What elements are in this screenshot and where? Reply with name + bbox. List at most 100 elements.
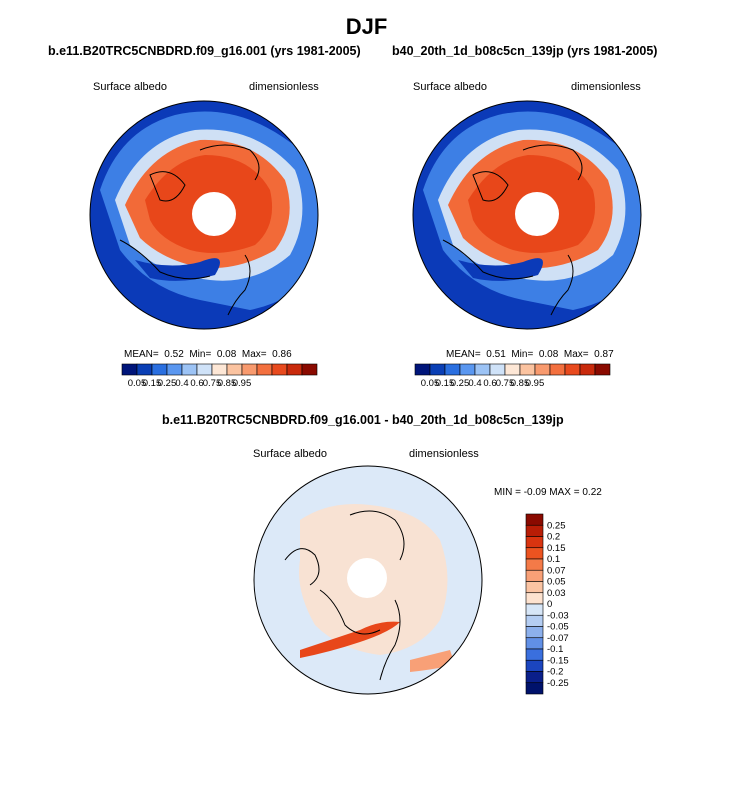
cbar1-tick-label: 0.4 bbox=[175, 378, 188, 389]
map1-ice-high bbox=[145, 155, 273, 254]
cbar3-swatch bbox=[525, 547, 544, 560]
cbar1-swatch bbox=[256, 363, 273, 376]
cbar1-tick-label: 0.6 bbox=[190, 378, 203, 389]
map2-border bbox=[412, 100, 642, 330]
cbar1-tick-label: 0.25 bbox=[158, 378, 177, 389]
cbar1-swatch bbox=[121, 363, 138, 376]
cbar2-tick-label: 0.85 bbox=[511, 378, 530, 389]
cbar1-swatch bbox=[271, 363, 288, 376]
cbar3-swatch bbox=[525, 682, 544, 695]
panel-1-units: dimensionless bbox=[249, 81, 319, 93]
cbar3-tick-label: 0.25 bbox=[547, 520, 566, 531]
cbar3-tick-label: 0 bbox=[547, 599, 552, 610]
map2-ice-mid bbox=[448, 139, 613, 269]
map2-coastlines bbox=[442, 144, 583, 316]
cbar2-tick-label: 0.25 bbox=[451, 378, 470, 389]
cbar1-swatch bbox=[136, 363, 153, 376]
cbar3-tick-label: -0.03 bbox=[547, 610, 569, 621]
cbar3-swatch bbox=[525, 626, 544, 639]
colorbar-panel-1: 0.050.150.25 0.4 0.6 0.750.850.95 bbox=[121, 363, 318, 389]
colorbar-panel-2: 0.050.150.25 0.4 0.6 0.750.850.95 bbox=[414, 363, 611, 389]
map3-positive-region bbox=[299, 504, 448, 655]
cbar2-tick-label: 0.6 bbox=[483, 378, 496, 389]
cbar3-swatch bbox=[525, 637, 544, 650]
cbar2-swatch bbox=[534, 363, 551, 376]
cbar3-tick-label: 0.1 bbox=[547, 554, 560, 565]
cbar1-swatch bbox=[286, 363, 303, 376]
cbar2-tick-label: 0.95 bbox=[526, 378, 545, 389]
figure-title: DJF bbox=[345, 14, 388, 39]
panel-2-units: dimensionless bbox=[571, 81, 641, 93]
cbar1-swatch bbox=[151, 363, 168, 376]
cbar2-swatch bbox=[414, 363, 431, 376]
cbar2-swatch bbox=[579, 363, 596, 376]
map2-mid-band bbox=[423, 111, 641, 310]
map2-ice-high bbox=[468, 155, 596, 254]
cbar1-swatch bbox=[181, 363, 198, 376]
cbar1-swatch bbox=[166, 363, 183, 376]
cbar2-tick-label: 0.75 bbox=[496, 378, 515, 389]
map3-positive-patch bbox=[410, 650, 455, 672]
cbar3-tick-label: -0.25 bbox=[547, 678, 569, 689]
cbar3-swatch bbox=[525, 513, 544, 526]
cbar3-swatch bbox=[525, 603, 544, 616]
cbar3-tick-label: 0.07 bbox=[547, 565, 566, 576]
panel-2-case-title: b40_20th_1d_b08c5cn_139jp (yrs 1981-2005… bbox=[392, 44, 658, 58]
map3-pole-hole bbox=[347, 558, 387, 598]
map2-transition bbox=[438, 129, 626, 281]
cbar1-tick-label: 0.75 bbox=[203, 378, 222, 389]
cbar3-swatch bbox=[525, 558, 544, 571]
cbar3-tick-label: 0.15 bbox=[547, 543, 566, 554]
cbar3-tick-label: -0.05 bbox=[547, 622, 569, 633]
cbar2-swatch bbox=[564, 363, 581, 376]
map1-ocean bbox=[90, 101, 318, 329]
cbar1-swatch bbox=[241, 363, 258, 376]
cbar3-swatch bbox=[525, 536, 544, 549]
cbar2-swatch bbox=[444, 363, 461, 376]
cbar2-swatch bbox=[459, 363, 476, 376]
difference-variable: Surface albedo bbox=[253, 448, 327, 460]
cbar3-tick-label: -0.1 bbox=[547, 644, 563, 655]
panel-1-stats: MEAN= 0.52 Min= 0.08 Max= 0.86 bbox=[124, 349, 292, 360]
difference-stats: MIN = -0.09 MAX = 0.22 bbox=[494, 487, 602, 498]
cbar2-swatch bbox=[504, 363, 521, 376]
map1-ice-mid bbox=[125, 139, 290, 269]
map3-strong-positive bbox=[300, 621, 400, 658]
map1-pole-hole bbox=[192, 192, 236, 236]
cbar2-tick-label: 0.15 bbox=[436, 378, 455, 389]
difference-units: dimensionless bbox=[409, 448, 479, 460]
cbar3-swatch bbox=[525, 671, 544, 684]
cbar3-tick-label: -0.07 bbox=[547, 633, 569, 644]
cbar2-swatch bbox=[519, 363, 536, 376]
panel-1-case-title: b.e11.B20TRC5CNBDRD.f09_g16.001 (yrs 198… bbox=[48, 44, 361, 58]
map1-pacific bbox=[135, 258, 220, 281]
map1-mid-band bbox=[100, 111, 318, 310]
cbar3-swatch bbox=[525, 569, 544, 582]
cbar2-swatch bbox=[429, 363, 446, 376]
panel-1-variable: Surface albedo bbox=[93, 81, 167, 93]
map3-coastlines bbox=[284, 510, 405, 681]
cbar3-tick-label: -0.2 bbox=[547, 667, 563, 678]
colorbar-difference: 0.250.20.150.10.070.050.030-0.03-0.05-0.… bbox=[525, 513, 569, 695]
cbar2-tick-label: 0.4 bbox=[468, 378, 481, 389]
cbar2-swatch bbox=[489, 363, 506, 376]
cbar1-swatch bbox=[211, 363, 228, 376]
cbar3-swatch bbox=[525, 659, 544, 672]
cbar1-swatch bbox=[226, 363, 243, 376]
cbar3-tick-label: 0.2 bbox=[547, 532, 560, 543]
cbar2-tick-label: 0.05 bbox=[421, 378, 440, 389]
cbar3-swatch bbox=[525, 648, 544, 661]
map3-background bbox=[254, 466, 482, 694]
map2-pole-hole bbox=[515, 192, 559, 236]
map1-coastlines bbox=[119, 144, 260, 316]
cbar2-swatch bbox=[594, 363, 611, 376]
map2-pacific bbox=[458, 258, 543, 281]
cbar3-swatch bbox=[525, 581, 544, 594]
panel-2-stats: MEAN= 0.51 Min= 0.08 Max= 0.87 bbox=[446, 349, 614, 360]
map2-ocean bbox=[413, 101, 641, 329]
cbar3-tick-label: 0.03 bbox=[547, 588, 566, 599]
cbar1-tick-label: 0.95 bbox=[233, 378, 252, 389]
map3-border bbox=[253, 465, 483, 695]
cbar1-tick-label: 0.15 bbox=[143, 378, 162, 389]
